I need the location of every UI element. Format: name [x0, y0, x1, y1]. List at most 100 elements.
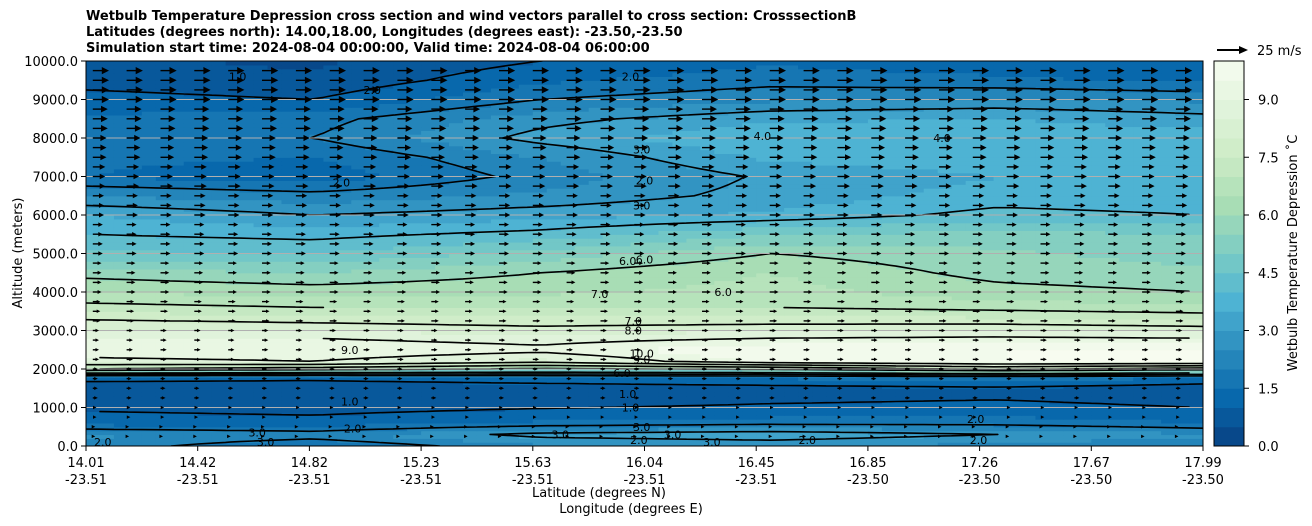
field-cell [169, 272, 185, 278]
field-cell [1021, 307, 1037, 312]
field-cell [267, 361, 283, 366]
field-cell [435, 315, 450, 320]
field-cell [1049, 218, 1064, 224]
field-cell [1119, 307, 1134, 312]
field-cell [658, 395, 674, 401]
field-cell [714, 253, 729, 258]
field-cell [826, 284, 841, 289]
field-cell [449, 426, 464, 432]
field-cell [1189, 422, 1203, 428]
field-cell [127, 419, 143, 424]
field-cell [253, 268, 269, 274]
field-cell [295, 284, 310, 289]
field-cell [867, 403, 883, 409]
field-cell [1035, 276, 1051, 282]
field-cell [155, 265, 171, 270]
field-cell [421, 307, 436, 312]
field-cell [979, 257, 995, 262]
field-cell [435, 241, 450, 247]
field-cell [211, 245, 227, 251]
field-cell [1119, 353, 1134, 359]
field-cell [826, 353, 841, 359]
field-cell [993, 426, 1009, 432]
field-cell [351, 276, 366, 282]
field-cell [728, 207, 743, 212]
field-cell [588, 272, 604, 278]
field-cell [518, 215, 534, 220]
field-cell [435, 384, 450, 389]
field-cell [421, 295, 436, 301]
field-cell [644, 241, 660, 247]
field-cell [476, 426, 492, 432]
field-cell [295, 330, 310, 335]
field-cell [728, 349, 743, 355]
field-cell [826, 257, 841, 262]
field-cell [979, 415, 995, 420]
field-cell [1049, 395, 1064, 401]
field-cell [937, 419, 953, 424]
field-cell [239, 345, 255, 351]
field-cell [225, 419, 241, 424]
field-cell [798, 207, 813, 212]
field-cell [421, 261, 436, 266]
field-cell [449, 334, 464, 339]
field-cell [756, 353, 771, 359]
field-cell [393, 349, 408, 355]
field-cell [951, 345, 967, 351]
field-cell [1189, 399, 1203, 405]
field-cell [379, 407, 394, 412]
field-cell [1189, 249, 1203, 255]
field-cell [365, 357, 380, 362]
field-cell [895, 342, 911, 347]
field-cell [155, 272, 171, 278]
field-cell [309, 203, 324, 208]
field-cell [770, 207, 785, 212]
field-cell [253, 349, 269, 355]
field-cell [490, 392, 506, 397]
field-cell [686, 411, 701, 416]
field-cell [113, 334, 129, 339]
field-cell [881, 230, 897, 235]
field-cell [881, 303, 897, 308]
field-cell [532, 365, 548, 370]
field-cell [295, 422, 310, 428]
field-cell [407, 376, 422, 382]
field-cell [462, 434, 478, 439]
field-cell [295, 322, 310, 328]
field-cell [993, 292, 1009, 297]
field-cell [602, 438, 618, 443]
field-cell [1105, 226, 1120, 231]
field-cell [951, 253, 967, 258]
field-cell [504, 399, 520, 405]
field-cell [281, 326, 297, 332]
field-cell [86, 442, 101, 446]
field-cell [881, 357, 897, 362]
field-cell [532, 253, 548, 258]
title-line-1: Wetbulb Temperature Depression cross sec… [86, 9, 857, 24]
field-cell [812, 318, 827, 324]
field-cell [784, 230, 799, 235]
field-cell [909, 276, 925, 282]
field-cell [839, 295, 855, 301]
field-cell [853, 330, 869, 335]
field-cell [127, 361, 143, 366]
field-cell [1077, 434, 1092, 439]
field-cell [574, 315, 590, 320]
field-cell [532, 276, 548, 282]
field-cell [295, 226, 310, 231]
field-cell [993, 376, 1009, 382]
field-cell [365, 311, 380, 316]
field-cell [560, 388, 576, 393]
field-cell [169, 268, 185, 274]
field-cell [407, 322, 422, 328]
field-cell [421, 241, 436, 247]
field-cell [379, 380, 394, 385]
field-cell [351, 353, 366, 359]
field-cell [127, 218, 143, 224]
field-cell [211, 322, 227, 328]
field-cell [1035, 253, 1051, 258]
field-cell [784, 299, 799, 305]
field-cell [839, 207, 855, 212]
field-cell [462, 311, 478, 316]
field-cell [1007, 276, 1023, 282]
